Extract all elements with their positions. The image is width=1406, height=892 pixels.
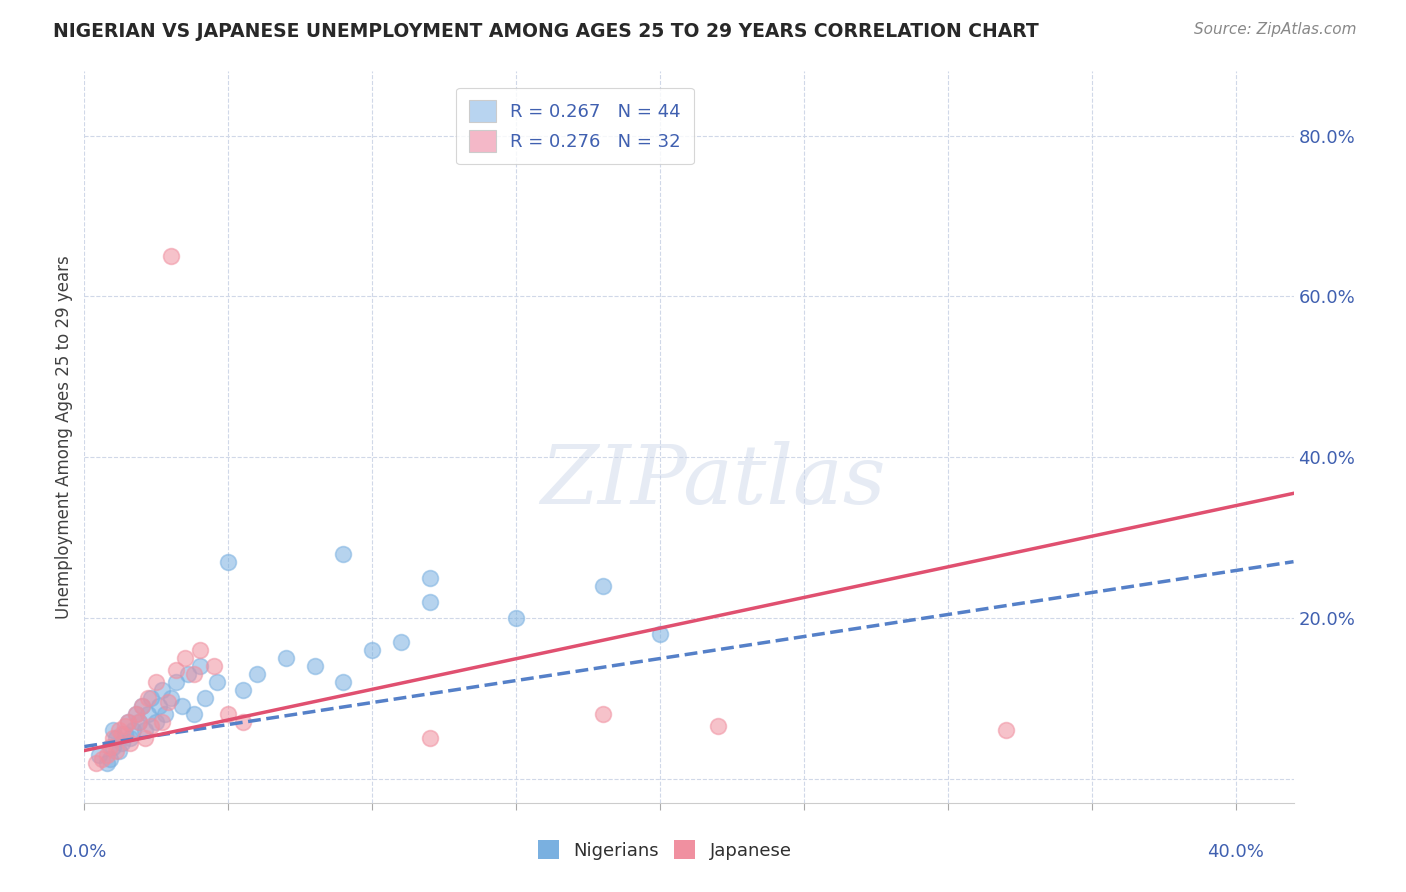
Point xyxy=(166,663,188,677)
Point xyxy=(111,727,134,741)
Point xyxy=(96,756,118,770)
Point xyxy=(166,675,188,690)
Point xyxy=(139,719,162,733)
Point xyxy=(153,707,176,722)
Point xyxy=(145,715,167,730)
Point xyxy=(177,667,200,681)
Point xyxy=(150,715,173,730)
Point xyxy=(117,715,139,730)
Point xyxy=(232,683,254,698)
Text: 40.0%: 40.0% xyxy=(1208,843,1264,861)
Point xyxy=(105,731,128,746)
Legend: Nigerians, Japanese: Nigerians, Japanese xyxy=(530,833,799,867)
Point xyxy=(156,695,179,709)
Point xyxy=(148,699,170,714)
Point xyxy=(128,715,150,730)
Point xyxy=(217,707,239,722)
Point xyxy=(105,743,128,757)
Point xyxy=(114,719,136,733)
Point xyxy=(188,659,211,673)
Point xyxy=(134,723,156,738)
Point xyxy=(650,627,672,641)
Text: 0.0%: 0.0% xyxy=(62,843,107,861)
Point xyxy=(87,747,110,762)
Point xyxy=(505,611,527,625)
Point xyxy=(125,707,148,722)
Point xyxy=(706,719,728,733)
Point xyxy=(361,643,384,657)
Text: NIGERIAN VS JAPANESE UNEMPLOYMENT AMONG AGES 25 TO 29 YEARS CORRELATION CHART: NIGERIAN VS JAPANESE UNEMPLOYMENT AMONG … xyxy=(53,22,1039,41)
Point xyxy=(101,723,124,738)
Point xyxy=(101,739,124,754)
Point xyxy=(419,731,441,746)
Point xyxy=(389,635,412,649)
Point xyxy=(419,595,441,609)
Text: Source: ZipAtlas.com: Source: ZipAtlas.com xyxy=(1194,22,1357,37)
Point xyxy=(183,667,205,681)
Point xyxy=(114,727,136,741)
Point xyxy=(108,743,131,757)
Point xyxy=(136,707,159,722)
Point xyxy=(592,707,614,722)
Point xyxy=(136,691,159,706)
Point xyxy=(139,691,162,706)
Point xyxy=(332,547,354,561)
Point xyxy=(246,667,269,681)
Point xyxy=(84,756,107,770)
Point xyxy=(202,659,225,673)
Point xyxy=(217,555,239,569)
Point xyxy=(994,723,1017,738)
Text: ZIPatlas: ZIPatlas xyxy=(540,441,886,521)
Point xyxy=(134,731,156,746)
Point xyxy=(174,651,197,665)
Point xyxy=(159,249,181,263)
Point xyxy=(183,707,205,722)
Point xyxy=(117,715,139,730)
Point xyxy=(131,699,153,714)
Point xyxy=(90,751,112,765)
Point xyxy=(131,699,153,714)
Point xyxy=(125,707,148,722)
Point xyxy=(145,675,167,690)
Point xyxy=(128,715,150,730)
Point xyxy=(98,751,121,765)
Point xyxy=(592,579,614,593)
Point xyxy=(98,739,121,754)
Point xyxy=(172,699,194,714)
Point xyxy=(194,691,217,706)
Point xyxy=(188,643,211,657)
Point xyxy=(120,735,142,749)
Point xyxy=(304,659,326,673)
Point xyxy=(120,731,142,746)
Point xyxy=(159,691,181,706)
Point xyxy=(232,715,254,730)
Point xyxy=(150,683,173,698)
Point xyxy=(96,747,118,762)
Point xyxy=(205,675,228,690)
Point xyxy=(108,723,131,738)
Point xyxy=(274,651,297,665)
Point xyxy=(419,571,441,585)
Point xyxy=(332,675,354,690)
Point xyxy=(101,731,124,746)
Point xyxy=(122,723,145,738)
Y-axis label: Unemployment Among Ages 25 to 29 years: Unemployment Among Ages 25 to 29 years xyxy=(55,255,73,619)
Point xyxy=(111,735,134,749)
